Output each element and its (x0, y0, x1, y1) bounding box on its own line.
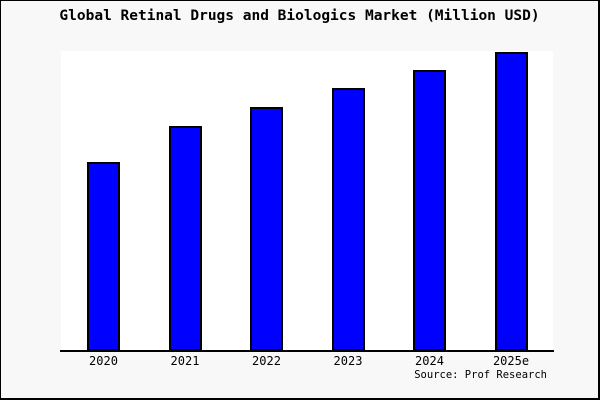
x-tick-label-2022: 2022 (252, 354, 281, 368)
chart-title: Global Retinal Drugs and Biologics Marke… (59, 8, 540, 24)
x-axis-line (60, 350, 554, 352)
x-tick-label-2023: 2023 (333, 354, 363, 368)
bar-2025e (494, 52, 528, 351)
source-credit: Source: Prof Research (414, 369, 547, 381)
bar-2023 (331, 88, 365, 351)
bar-2024 (413, 70, 446, 351)
bar-2022 (250, 107, 283, 351)
plot-area (61, 51, 553, 351)
bar-2020 (87, 162, 120, 351)
bar-2021 (168, 126, 202, 351)
x-tick-label-2024: 2024 (415, 354, 444, 368)
x-tick-label-2021: 2021 (170, 354, 200, 368)
x-tick-label-2025e: 2025e (492, 354, 530, 368)
x-tick-label-2020: 2020 (89, 354, 118, 368)
